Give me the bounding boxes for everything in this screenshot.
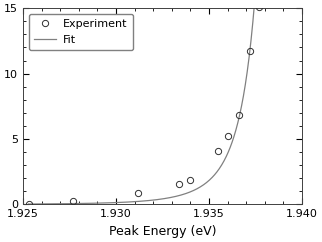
Fit bbox=[167, 196, 171, 199]
Experiment bbox=[248, 50, 252, 53]
Fit bbox=[139, 200, 143, 203]
Experiment bbox=[237, 114, 241, 117]
Fit bbox=[27, 203, 31, 205]
Experiment bbox=[188, 179, 192, 182]
Experiment bbox=[226, 135, 230, 138]
Experiment bbox=[136, 192, 140, 195]
Fit bbox=[140, 200, 144, 203]
Experiment bbox=[27, 203, 31, 205]
X-axis label: Peak Energy (eV): Peak Energy (eV) bbox=[109, 225, 216, 238]
Experiment bbox=[257, 5, 261, 8]
Line: Fit: Fit bbox=[29, 0, 265, 204]
Experiment bbox=[216, 150, 220, 153]
Experiment bbox=[71, 199, 75, 202]
Fit bbox=[155, 198, 158, 201]
Experiment bbox=[177, 183, 181, 186]
Fit bbox=[220, 163, 224, 166]
Line: Experiment: Experiment bbox=[25, 4, 262, 207]
Legend: Experiment, Fit: Experiment, Fit bbox=[29, 14, 133, 50]
